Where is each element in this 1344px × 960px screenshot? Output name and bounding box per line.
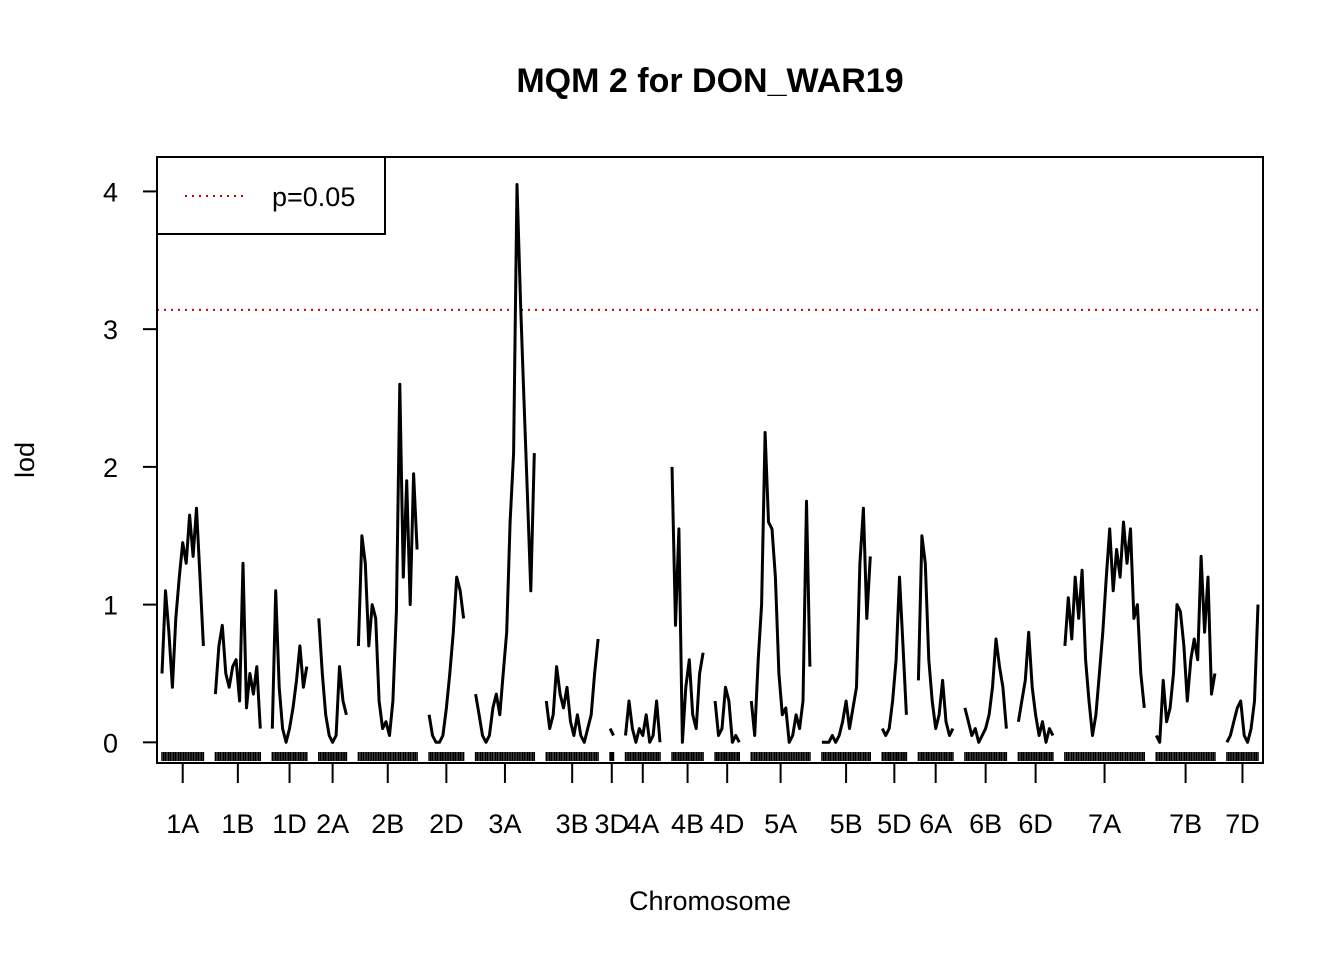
x-tick-label: 7A <box>1088 809 1121 839</box>
x-tick-label: 6D <box>1018 809 1053 839</box>
y-tick-label: 4 <box>103 177 118 207</box>
x-tick-label: 3B <box>556 809 589 839</box>
x-tick-label: 2D <box>429 809 464 839</box>
y-tick-label: 1 <box>103 591 118 621</box>
x-tick-label: 5D <box>877 809 912 839</box>
lod-curve-7a <box>1063 520 1146 737</box>
lod-curve-2d <box>427 575 466 744</box>
lod-curve-5a <box>749 431 812 744</box>
lod-curve-5d <box>880 575 908 737</box>
lod-curve-7d <box>1225 604 1260 744</box>
y-tick-label: 2 <box>103 453 118 483</box>
x-tick-label: 1B <box>221 809 254 839</box>
lod-curve-4a <box>624 699 662 744</box>
y-axis: 0 1 2 3 4 <box>103 177 157 758</box>
x-tick-label: 4A <box>626 809 659 839</box>
x-tick-label: 3D <box>595 809 630 839</box>
y-tick-label: 0 <box>103 728 118 758</box>
x-tick-label: 6B <box>969 809 1002 839</box>
legend: p=0.05 <box>156 156 386 235</box>
lod-curve-1b <box>213 561 262 729</box>
lod-curve-3b <box>544 638 600 744</box>
legend-box <box>156 156 386 235</box>
lod-curve-5b <box>821 506 872 744</box>
x-tick-label: 7D <box>1225 809 1260 839</box>
x-tick-label: 2B <box>371 809 404 839</box>
lod-curve-6b <box>963 637 1008 744</box>
x-tick-label: 5B <box>830 809 863 839</box>
y-tick-label: 3 <box>103 315 118 345</box>
legend-label: p=0.05 <box>272 182 355 212</box>
x-tick-label: 1D <box>272 809 307 839</box>
marker-rug <box>161 752 1259 761</box>
x-tick-label: 5A <box>764 809 797 839</box>
lod-curve-3a <box>474 183 536 744</box>
lod-curve-6d <box>1016 630 1055 744</box>
x-tick-label: 3A <box>488 809 521 839</box>
lod-curve-4d <box>713 685 741 744</box>
chart-title: MQM 2 for DON_WAR19 <box>516 62 903 100</box>
x-tick-label: 6A <box>919 809 952 839</box>
lod-curve-2a <box>317 618 348 744</box>
lod-curve-6a <box>916 534 955 737</box>
lod-curve-1a <box>160 506 205 689</box>
lod-curve-4b <box>670 466 705 744</box>
lod-curves <box>160 183 1260 744</box>
x-tick-label: 4D <box>710 809 745 839</box>
x-tick-label: 4B <box>671 809 704 839</box>
lod-curve-3d <box>608 727 615 737</box>
lod-curve-2b <box>356 382 419 737</box>
x-tick-label: 7B <box>1169 809 1202 839</box>
x-tick-label: 2A <box>316 809 349 839</box>
y-axis-label: lod <box>10 442 40 478</box>
plot-frame <box>156 156 1264 764</box>
x-tick-label: 1A <box>166 809 199 839</box>
lod-curve-1d <box>270 589 309 744</box>
x-axis-label: Chromosome <box>629 886 791 916</box>
lod-curve-7b <box>1154 554 1217 744</box>
